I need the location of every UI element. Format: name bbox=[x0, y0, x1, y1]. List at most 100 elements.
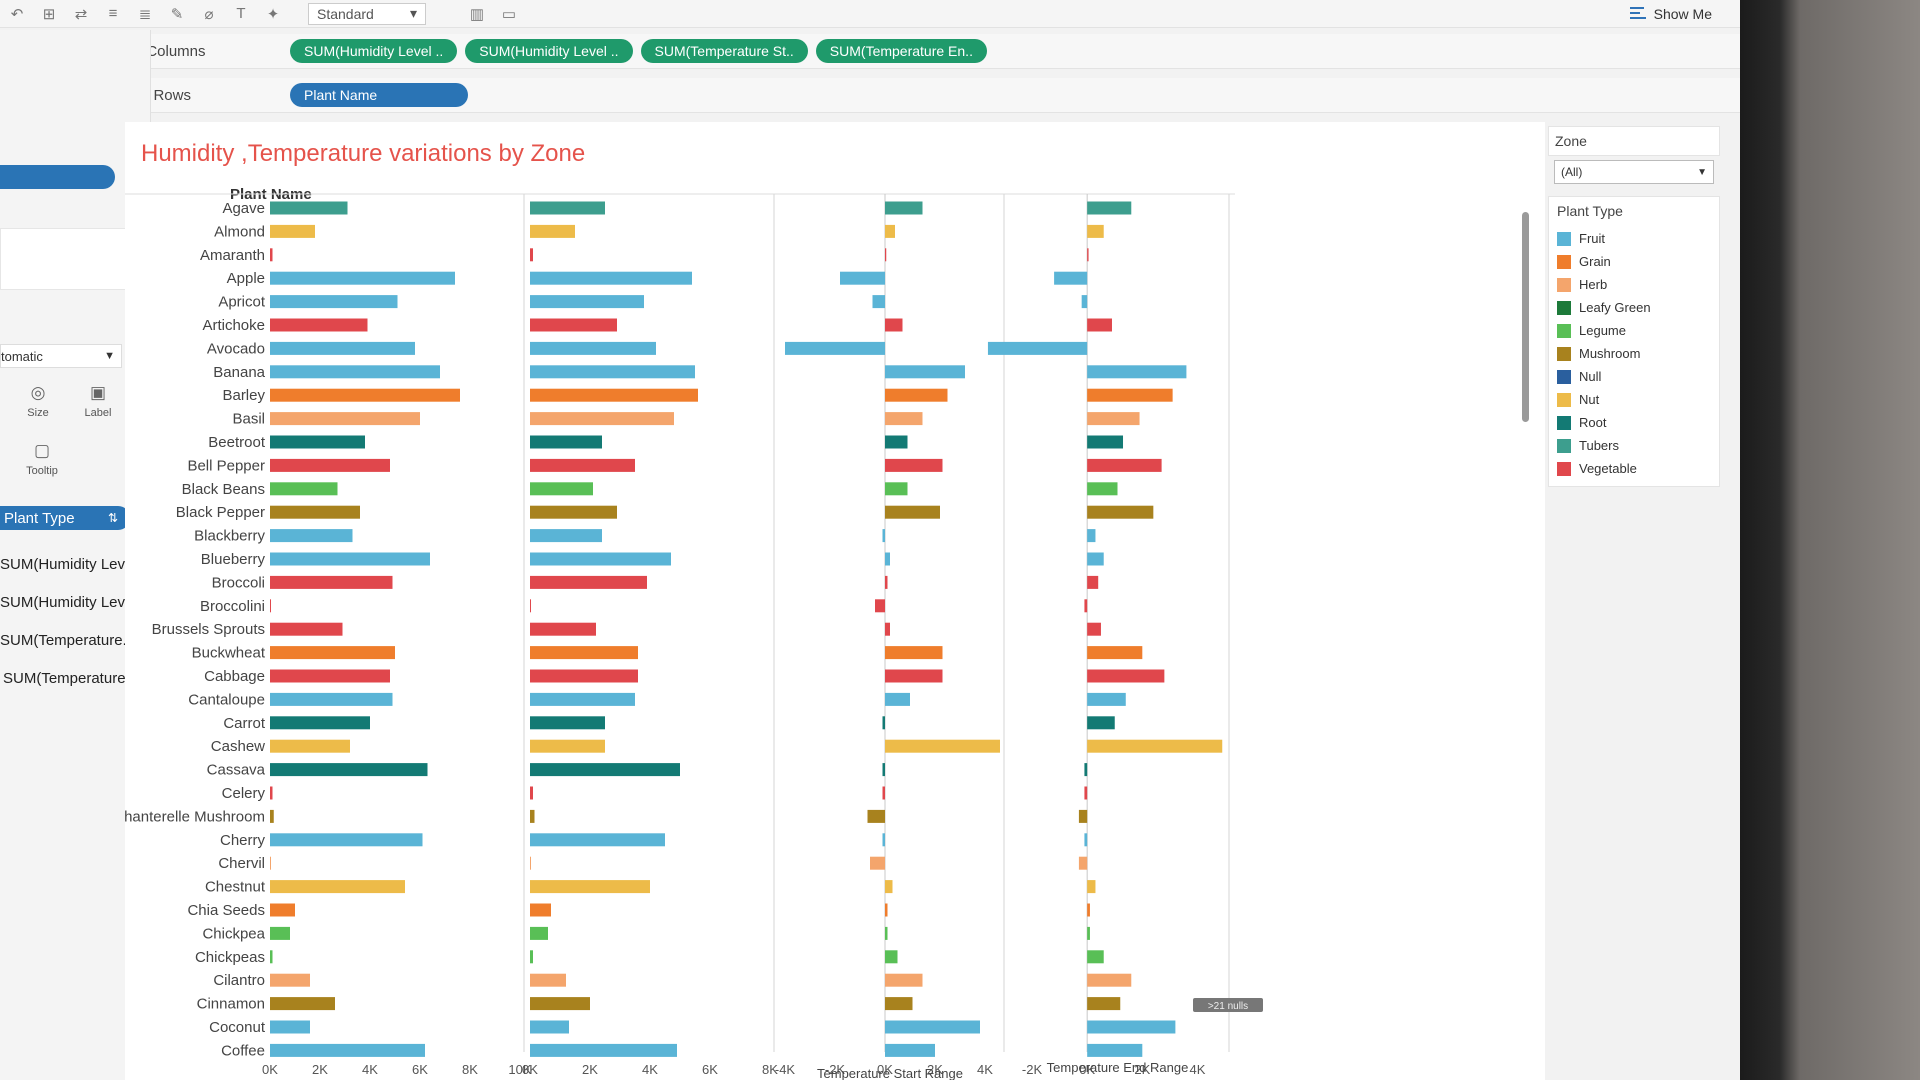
measure-value-item[interactable]: SUM(Humidity Lev... bbox=[0, 556, 137, 573]
column-pill-humidity-1[interactable]: SUM(Humidity Level .. bbox=[290, 39, 458, 63]
bar bbox=[885, 997, 913, 1011]
bar bbox=[530, 973, 566, 987]
bar bbox=[785, 341, 885, 355]
group-icon[interactable]: ⌀ bbox=[204, 5, 214, 23]
pin-icon[interactable]: ✦ bbox=[266, 5, 280, 23]
bar bbox=[885, 388, 948, 402]
swap-icon[interactable]: ⇄ bbox=[74, 5, 88, 23]
row-pill-plant-name[interactable]: Plant Name bbox=[290, 83, 468, 107]
legend-item-leafy-green[interactable]: Leafy Green bbox=[1557, 296, 1719, 319]
bar bbox=[530, 224, 575, 238]
bar bbox=[530, 950, 533, 964]
bar bbox=[1087, 950, 1104, 964]
legend-label: Leafy Green bbox=[1579, 300, 1651, 315]
highlight-icon[interactable]: ✎ bbox=[170, 5, 184, 23]
column-pill-humidity-2[interactable]: SUM(Humidity Level .. bbox=[465, 39, 633, 63]
legend-item-vegetable[interactable]: Vegetable bbox=[1557, 457, 1719, 480]
measure-value-item[interactable]: SUM(Temperature... bbox=[3, 670, 139, 687]
bar bbox=[270, 622, 343, 636]
size-button[interactable]: ◎ Size bbox=[10, 376, 66, 426]
legend-item-herb[interactable]: Herb bbox=[1557, 273, 1719, 296]
row-label: Chickpeas bbox=[195, 949, 265, 966]
bar bbox=[867, 809, 885, 823]
bar bbox=[1087, 692, 1126, 706]
fit-select[interactable]: Standard ▾ bbox=[308, 2, 426, 25]
bar bbox=[270, 692, 393, 706]
column-pill-temp-end[interactable]: SUM(Temperature En.. bbox=[815, 39, 987, 63]
legend-swatch bbox=[1557, 300, 1571, 315]
bar bbox=[885, 973, 923, 987]
sort-descending-icon[interactable]: ≣ bbox=[138, 5, 152, 23]
monitor-bezel bbox=[1740, 0, 1920, 1080]
size-label: Size bbox=[27, 407, 49, 419]
mark-type-select[interactable]: tomatic ▼ bbox=[0, 344, 122, 368]
bar bbox=[270, 973, 310, 987]
bar bbox=[530, 412, 674, 426]
new-data-source-icon[interactable]: ⊞ bbox=[42, 5, 56, 23]
bar bbox=[1054, 271, 1088, 285]
tick-label: 6K bbox=[702, 1062, 718, 1077]
row-label: Basil bbox=[232, 411, 265, 428]
legend-item-grain[interactable]: Grain bbox=[1557, 250, 1719, 273]
legend-label: Root bbox=[1579, 415, 1607, 430]
tick-label: -2K bbox=[825, 1062, 846, 1077]
row-label: Chervil bbox=[218, 855, 265, 872]
zone-filter-value: (All) bbox=[1561, 165, 1583, 179]
bar bbox=[1084, 599, 1088, 613]
bar bbox=[885, 926, 888, 940]
legend-item-mushroom[interactable]: Mushroom bbox=[1557, 342, 1719, 365]
color-pill-plant-type[interactable]: Plant Type ⇅ bbox=[0, 506, 130, 530]
bar bbox=[882, 529, 885, 543]
legend-label: Tubers bbox=[1579, 438, 1619, 453]
bar bbox=[530, 318, 617, 332]
bar bbox=[530, 903, 551, 917]
visualization-area: Humidity ,Temperature variations by Zone… bbox=[125, 122, 1545, 1080]
zone-filter-select[interactable]: (All) ▼ bbox=[1554, 160, 1714, 184]
legend-item-tubers[interactable]: Tubers bbox=[1557, 434, 1719, 457]
chart-icon[interactable]: ▥ bbox=[469, 5, 485, 23]
tooltip-button[interactable]: ▢ Tooltip bbox=[14, 434, 70, 484]
row-label: Barley bbox=[222, 387, 265, 404]
labels-icon[interactable]: T bbox=[236, 5, 246, 22]
measure-value-item[interactable]: SUM(Humidity Lev... bbox=[0, 594, 137, 611]
tick-label: 2K bbox=[1134, 1062, 1150, 1077]
bar bbox=[530, 786, 533, 800]
tick-label: -2K bbox=[1022, 1062, 1043, 1077]
marks-header-bar[interactable] bbox=[0, 165, 115, 189]
row-label: Broccoli bbox=[212, 574, 265, 591]
bar bbox=[882, 833, 885, 847]
bar bbox=[530, 365, 695, 379]
rows-shelf: ☰ Rows Plant Name bbox=[120, 78, 1740, 113]
bar bbox=[1087, 201, 1132, 215]
marks-card: tomatic ▼ ◎ Size ▣ Label ▢ Tooltip Plant… bbox=[0, 30, 151, 1080]
legend-item-root[interactable]: Root bbox=[1557, 411, 1719, 434]
bar bbox=[1087, 482, 1118, 496]
show-me-button[interactable]: Show Me bbox=[1629, 6, 1712, 22]
legend-item-legume[interactable]: Legume bbox=[1557, 319, 1719, 342]
legend-item-nut[interactable]: Nut bbox=[1557, 388, 1719, 411]
bar bbox=[885, 412, 923, 426]
presentation-icon[interactable]: ▭ bbox=[501, 5, 517, 23]
label-button[interactable]: ▣ Label bbox=[70, 376, 126, 426]
vertical-scrollbar[interactable] bbox=[1522, 212, 1529, 422]
bar bbox=[530, 716, 605, 730]
toolbar: ↶ ⊞ ⇄ ≡ ≣ ✎ ⌀ T ✦ Standard ▾ ▥ ▭ Show Me bbox=[0, 0, 1740, 28]
legend-item-null[interactable]: Null bbox=[1557, 365, 1719, 388]
bar bbox=[270, 950, 273, 964]
legend-item-fruit[interactable]: Fruit bbox=[1557, 227, 1719, 250]
sort-ascending-icon[interactable]: ≡ bbox=[108, 5, 118, 22]
tick-label: 4K bbox=[977, 1062, 993, 1077]
bar bbox=[882, 763, 885, 777]
bar bbox=[530, 482, 593, 496]
measure-value-item[interactable]: SUM(Temperature... bbox=[0, 632, 136, 649]
bar bbox=[270, 388, 460, 402]
bar bbox=[270, 201, 348, 215]
row-label: Chestnut bbox=[205, 879, 266, 896]
column-pill-temp-start[interactable]: SUM(Temperature St.. bbox=[640, 39, 808, 63]
bar bbox=[270, 295, 398, 309]
undo-icon[interactable]: ↶ bbox=[10, 5, 24, 23]
bar bbox=[1087, 669, 1165, 683]
row-label: Avocado bbox=[207, 340, 265, 357]
legend-label: Mushroom bbox=[1579, 346, 1641, 361]
bar bbox=[1087, 646, 1143, 660]
